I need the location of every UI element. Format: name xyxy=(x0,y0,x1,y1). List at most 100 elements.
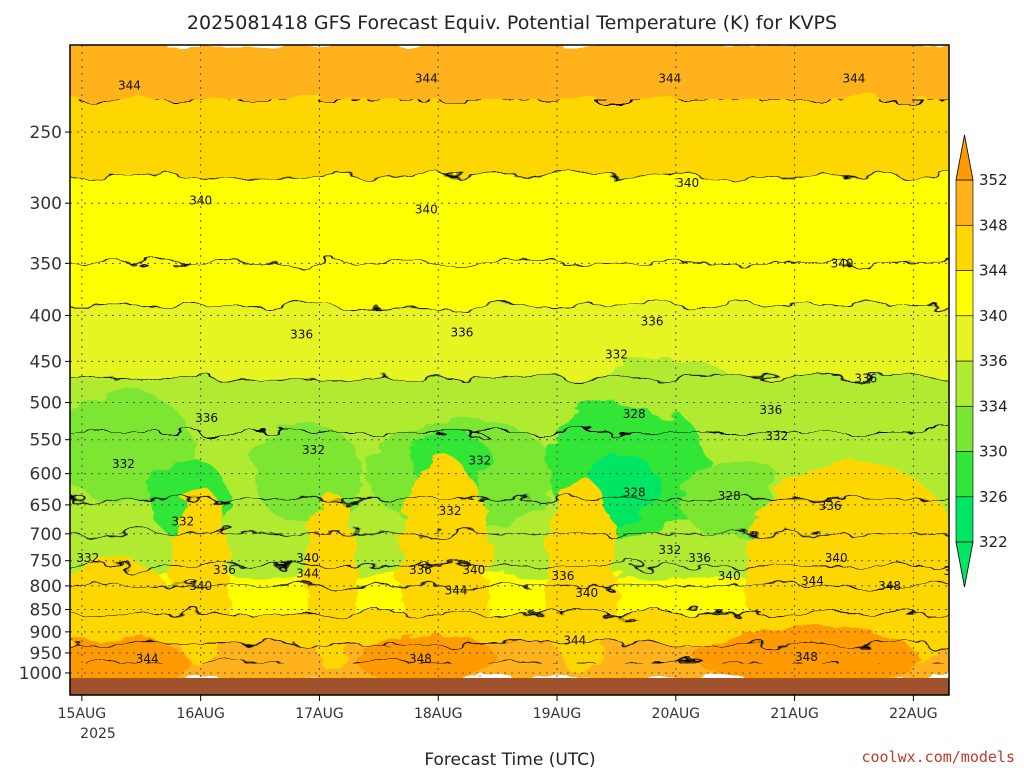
contour-label: 328 xyxy=(623,407,646,421)
contour-label: 332 xyxy=(765,429,788,443)
y-tick-label: 550 xyxy=(30,431,62,451)
contour-label: 340 xyxy=(676,176,699,190)
contour-label: 340 xyxy=(189,194,212,208)
contour-label: 344 xyxy=(136,652,159,666)
contour-label: 340 xyxy=(831,256,854,270)
colorbar-tick-label: 334 xyxy=(979,397,1008,415)
y-tick-label: 400 xyxy=(30,306,62,326)
colorbar-swatch xyxy=(955,224,974,271)
y-tick-label: 350 xyxy=(30,254,62,274)
contour-label: 336 xyxy=(451,326,474,340)
colorbar-swatch xyxy=(955,360,974,407)
contour-label: 332 xyxy=(171,514,194,528)
contour-label: 336 xyxy=(641,314,664,328)
y-tick-label: 250 xyxy=(30,123,62,143)
colorbar-tick-label: 330 xyxy=(979,443,1008,461)
gridlines xyxy=(70,45,949,678)
contour-label: 332 xyxy=(468,453,491,467)
x-tick-label: 21AUG xyxy=(770,706,819,722)
contour-label: 336 xyxy=(409,563,432,577)
colorbar-top-arrow xyxy=(955,134,974,181)
contour-label: 336 xyxy=(688,551,711,565)
colorbar-bottom-arrow xyxy=(955,541,974,588)
contour-label: 340 xyxy=(296,551,319,565)
contour-label: 332 xyxy=(605,347,628,361)
contour-label: 348 xyxy=(409,652,432,666)
y-axis: 2503003504004505005506006507007508008509… xyxy=(19,123,70,684)
plot-frame xyxy=(69,44,950,696)
contour-label: 340 xyxy=(575,586,598,600)
heatmap-field xyxy=(70,45,949,678)
colorbar-swatch xyxy=(955,270,974,317)
contour-label: 348 xyxy=(795,650,818,664)
x-tick-label: 20AUG xyxy=(652,706,701,722)
colorbar: 322 326 330 334 336 340 344 348 352 xyxy=(955,134,1008,588)
y-tick-label: 600 xyxy=(30,465,62,485)
x-year-label: 2025 xyxy=(80,726,116,742)
contour-label: 328 xyxy=(623,486,646,500)
contour-label: 344 xyxy=(415,72,438,86)
x-tick-label: 17AUG xyxy=(295,706,344,722)
y-tick-label: 1000 xyxy=(19,664,62,684)
contour-label: 344 xyxy=(843,72,866,86)
contour-label: 336 xyxy=(759,403,782,417)
y-tick-label: 950 xyxy=(30,644,62,664)
contour-label: 340 xyxy=(825,551,848,565)
contour-label: 344 xyxy=(563,633,586,647)
colorbar-swatch xyxy=(955,496,974,543)
colorbar-swatch xyxy=(955,179,974,226)
contour-label: 336 xyxy=(551,569,574,583)
contour-label: 340 xyxy=(718,569,741,583)
y-tick-label: 700 xyxy=(30,525,62,545)
x-tick-label: 15AUG xyxy=(58,706,107,722)
y-tick-label: 650 xyxy=(30,496,62,516)
contour-label: 336 xyxy=(213,563,236,577)
colorbar-swatch xyxy=(955,315,974,362)
colorbar-tick-label: 326 xyxy=(979,488,1008,506)
chart-title: 2025081418 GFS Forecast Equiv. Potential… xyxy=(187,12,837,34)
x-axis: 15AUG 16AUG 17AUG 18AUG 19AUG 20AUG 21AUG 22AUG xyxy=(58,695,938,722)
contour-label: 344 xyxy=(118,79,141,93)
x-tick-label: 19AUG xyxy=(533,706,582,722)
contour-label: 336 xyxy=(290,327,313,341)
contour-label: 332 xyxy=(76,551,99,565)
contour-label: 332 xyxy=(112,457,135,471)
contour-label: 328 xyxy=(718,489,741,503)
y-tick-label: 450 xyxy=(30,352,62,372)
x-axis-label: Forecast Time (UTC) xyxy=(424,750,595,768)
contour-label: 348 xyxy=(878,579,901,593)
contour-label: 344 xyxy=(296,567,319,581)
y-tick-label: 300 xyxy=(30,194,62,214)
ground-bar xyxy=(70,678,949,695)
colorbar-swatch xyxy=(955,451,974,498)
contour-label: 332 xyxy=(439,504,462,518)
contour-label: 344 xyxy=(801,574,824,588)
contour-label: 340 xyxy=(415,203,438,217)
colorbar-tick-label: 340 xyxy=(979,307,1008,325)
colorbar-tick-label: 344 xyxy=(979,262,1008,280)
contour-label: 332 xyxy=(658,543,681,557)
contour-label: 336 xyxy=(854,371,877,385)
credit-text: coolwx.com/models xyxy=(861,748,1015,766)
contour-label: 336 xyxy=(195,411,218,425)
colorbar-tick-label: 336 xyxy=(979,352,1008,370)
y-tick-label: 800 xyxy=(30,577,62,597)
contour-label: 332 xyxy=(302,443,325,457)
contour-label: 344 xyxy=(658,72,681,86)
y-tick-label: 500 xyxy=(30,394,62,414)
y-tick-label: 900 xyxy=(30,623,62,643)
x-tick-label: 18AUG xyxy=(414,706,463,722)
contour-label: 340 xyxy=(462,563,485,577)
contour-label: 336 xyxy=(819,499,842,513)
colorbar-tick-label: 352 xyxy=(979,171,1008,189)
x-tick-label: 16AUG xyxy=(176,706,225,722)
y-tick-label: 850 xyxy=(30,601,62,621)
colorbar-swatch xyxy=(955,405,974,452)
contour-label: 344 xyxy=(445,584,468,598)
contour-label: 340 xyxy=(189,579,212,593)
x-tick-label: 22AUG xyxy=(889,706,938,722)
y-tick-label: 750 xyxy=(30,552,62,572)
